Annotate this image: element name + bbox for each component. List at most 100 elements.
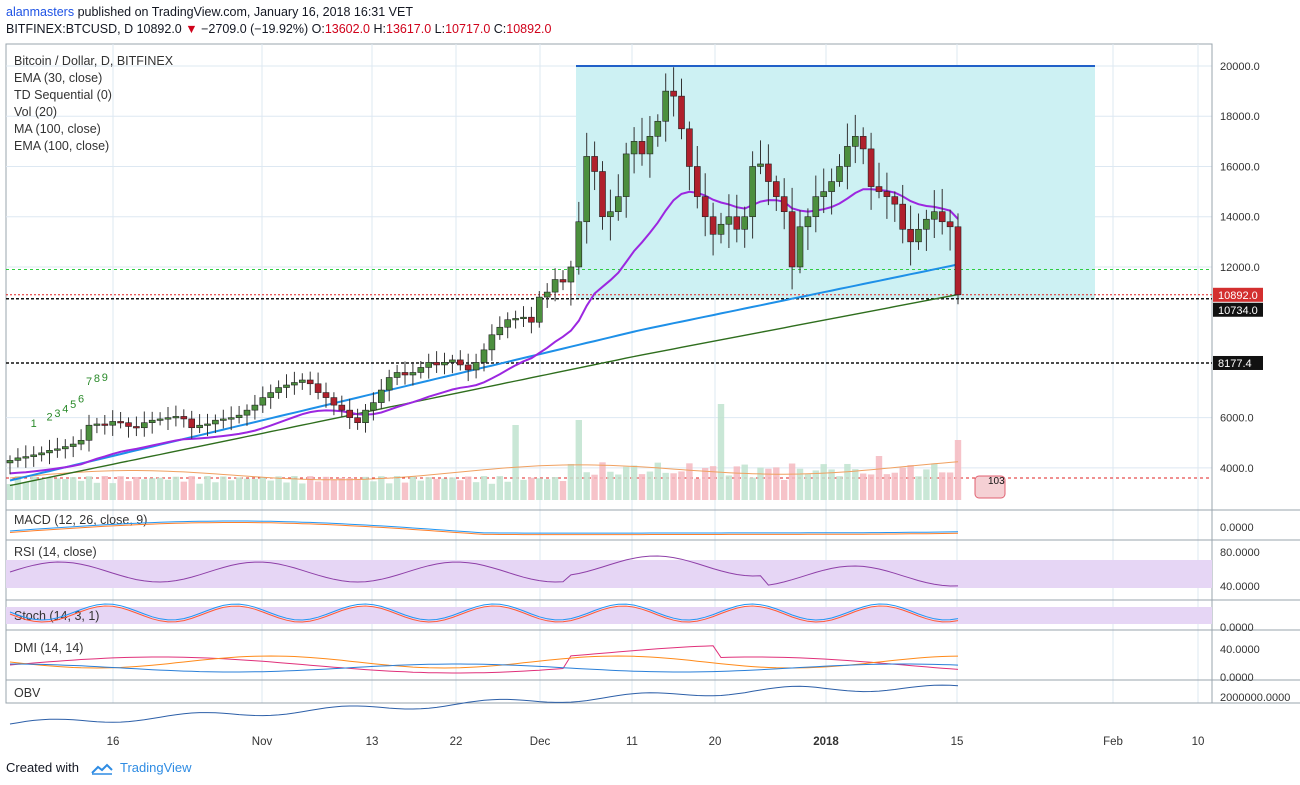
candle[interactable] <box>646 136 654 155</box>
legend-vol[interactable]: Vol (20) <box>14 105 57 119</box>
candle[interactable] <box>915 228 922 243</box>
candle[interactable] <box>583 156 591 223</box>
candle[interactable] <box>535 296 543 323</box>
candle[interactable] <box>425 362 433 368</box>
candle[interactable] <box>938 211 946 223</box>
candle[interactable] <box>599 171 606 218</box>
legend-ema30[interactable]: EMA (30, close) <box>14 71 102 85</box>
range-box[interactable] <box>576 66 1095 299</box>
candle[interactable] <box>567 266 575 283</box>
candle[interactable] <box>899 203 907 230</box>
candle[interactable] <box>141 422 148 429</box>
candle[interactable] <box>520 316 527 320</box>
candle[interactable] <box>907 228 914 243</box>
candle[interactable] <box>607 211 614 218</box>
candle[interactable] <box>409 372 417 376</box>
candle[interactable] <box>559 279 567 283</box>
candle[interactable] <box>93 423 101 426</box>
candle[interactable] <box>859 136 867 150</box>
candle[interactable] <box>417 367 425 373</box>
candle[interactable] <box>180 416 188 420</box>
candle[interactable] <box>851 136 859 147</box>
candle[interactable] <box>377 389 385 403</box>
candle[interactable] <box>954 226 962 296</box>
candle[interactable] <box>243 409 251 416</box>
tradingview-logo-icon[interactable] <box>90 763 113 775</box>
candle[interactable] <box>686 128 693 167</box>
candle[interactable] <box>717 223 725 235</box>
candle[interactable] <box>749 166 756 218</box>
candle[interactable] <box>77 439 85 445</box>
candle[interactable] <box>38 452 45 456</box>
candle[interactable] <box>338 404 346 411</box>
candle[interactable] <box>259 397 267 406</box>
candle[interactable] <box>117 421 124 424</box>
candle[interactable] <box>449 359 456 363</box>
pane-label-obv[interactable]: OBV <box>14 686 41 700</box>
candle[interactable] <box>828 181 835 192</box>
pane-label-dmi[interactable]: DMI (14, 14) <box>14 641 83 655</box>
tradingview-link[interactable]: TradingView <box>120 760 192 775</box>
candle[interactable] <box>164 417 172 420</box>
candle[interactable] <box>220 418 227 421</box>
candle[interactable] <box>662 90 670 122</box>
candle[interactable] <box>30 454 38 457</box>
candle[interactable] <box>306 379 314 385</box>
candle[interactable] <box>820 191 828 197</box>
candle[interactable] <box>654 120 662 137</box>
candle[interactable] <box>251 404 259 411</box>
candle[interactable] <box>101 423 109 426</box>
candle[interactable] <box>109 421 116 426</box>
candle[interactable] <box>796 226 804 268</box>
candle[interactable] <box>401 372 409 376</box>
candle[interactable] <box>370 402 377 411</box>
candle[interactable] <box>638 141 646 155</box>
candle[interactable] <box>543 291 551 298</box>
candle[interactable] <box>314 383 322 393</box>
candle[interactable] <box>551 279 559 293</box>
candle[interactable] <box>433 362 440 366</box>
candle[interactable] <box>622 153 630 197</box>
candle[interactable] <box>923 218 930 230</box>
candle[interactable] <box>867 148 875 187</box>
candle[interactable] <box>346 409 354 418</box>
price-pane[interactable]: 12 3 4 5 67 8 9 103 Bitcoin / Dollar, D, BITFINE… <box>6 54 1212 500</box>
candle[interactable] <box>322 392 330 398</box>
candle[interactable] <box>156 418 164 421</box>
candle[interactable] <box>765 163 772 182</box>
pane-label-macd[interactable]: MACD (12, 26, close, 9) <box>14 513 147 527</box>
candle[interactable] <box>456 359 464 366</box>
candle[interactable] <box>512 318 519 321</box>
candle[interactable] <box>701 196 709 218</box>
legend-ma100[interactable]: MA (100, close) <box>14 122 101 136</box>
candle[interactable] <box>836 166 843 182</box>
candle[interactable] <box>709 216 717 235</box>
candle[interactable] <box>930 211 938 220</box>
candle[interactable] <box>693 166 701 197</box>
candle[interactable] <box>464 364 472 371</box>
candle[interactable] <box>235 414 243 418</box>
candle[interactable] <box>614 196 622 212</box>
pane-label-stoch[interactable]: Stoch (14, 3, 1) <box>14 609 99 623</box>
candle[interactable] <box>227 417 235 420</box>
candle[interactable] <box>441 362 448 366</box>
candle[interactable] <box>472 362 480 371</box>
candle[interactable] <box>212 419 219 425</box>
candle[interactable] <box>788 211 796 268</box>
candle[interactable] <box>14 457 22 461</box>
candle[interactable] <box>488 334 496 351</box>
candle[interactable] <box>725 216 733 225</box>
candle[interactable] <box>670 90 677 97</box>
candle[interactable] <box>678 95 685 130</box>
legend-ema100[interactable]: EMA (100, close) <box>14 139 109 153</box>
candle[interactable] <box>883 191 891 197</box>
candle[interactable] <box>196 424 203 429</box>
candle[interactable] <box>275 387 282 393</box>
author-name[interactable]: alanmasters <box>6 5 75 19</box>
candle[interactable] <box>393 372 401 378</box>
pane-label-rsi[interactable]: RSI (14, close) <box>14 545 97 559</box>
candle[interactable] <box>133 426 140 429</box>
candle[interactable] <box>630 141 638 155</box>
candle[interactable] <box>69 443 77 447</box>
